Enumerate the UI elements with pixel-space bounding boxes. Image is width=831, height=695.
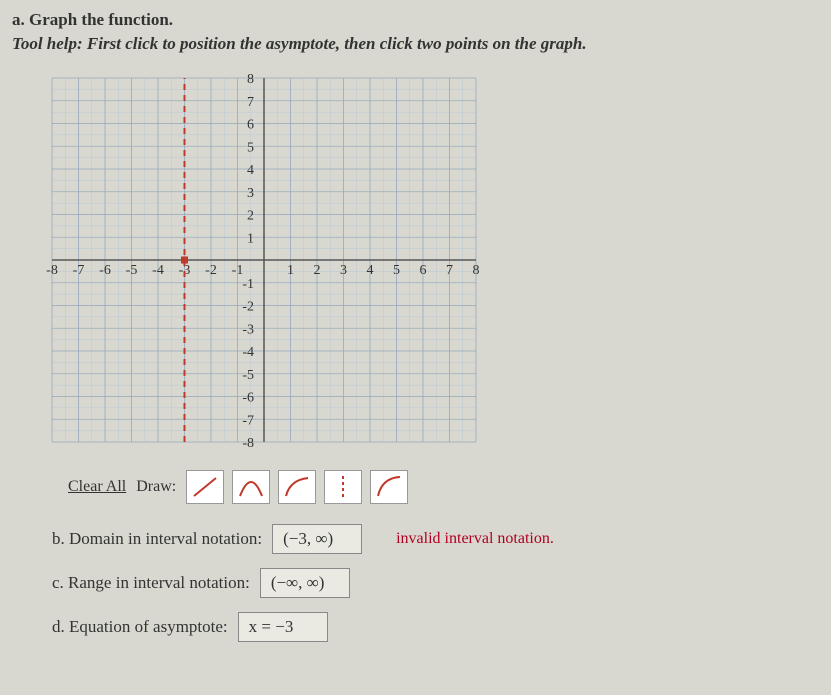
svg-text:-4: -4: [242, 345, 254, 360]
svg-text:-7: -7: [73, 263, 85, 278]
svg-text:-5: -5: [126, 263, 138, 278]
question-c-label: c. Range in interval notation:: [52, 573, 250, 593]
svg-text:6: 6: [420, 263, 427, 278]
question-d-row: d. Equation of asymptote: x = −3: [52, 612, 819, 642]
part-a-heading: a. Graph the function.: [12, 10, 819, 30]
draw-label: Draw:: [136, 478, 176, 496]
svg-text:7: 7: [446, 263, 453, 278]
svg-text:8: 8: [473, 263, 480, 278]
svg-text:-6: -6: [242, 391, 254, 406]
svg-text:-1: -1: [242, 277, 254, 292]
log-tool[interactable]: [278, 470, 316, 504]
svg-text:-7: -7: [242, 413, 254, 428]
svg-text:8: 8: [247, 72, 254, 87]
svg-text:3: 3: [340, 263, 347, 278]
svg-text:-8: -8: [46, 263, 58, 278]
asymptote-input[interactable]: x = −3: [238, 612, 328, 642]
svg-text:7: 7: [247, 95, 254, 110]
question-b-row: b. Domain in interval notation: (−3, ∞) …: [52, 524, 819, 554]
graph-area[interactable]: -8-7-6-5-4-3-2-11234567887654321-1-2-3-4…: [34, 60, 494, 460]
svg-text:4: 4: [367, 263, 374, 278]
tool-help-hint: Tool help: First click to position the a…: [12, 34, 819, 54]
svg-text:3: 3: [247, 186, 254, 201]
svg-text:-2: -2: [242, 300, 254, 315]
svg-text:-5: -5: [242, 368, 254, 383]
svg-text:2: 2: [314, 263, 321, 278]
clear-all-button[interactable]: Clear All: [68, 478, 126, 496]
dashed-asymptote-tool[interactable]: [324, 470, 362, 504]
svg-text:1: 1: [287, 263, 294, 278]
question-c-row: c. Range in interval notation: (−∞, ∞): [52, 568, 819, 598]
draw-tool-palette: [186, 470, 408, 504]
domain-input[interactable]: (−3, ∞): [272, 524, 362, 554]
parabola-tool[interactable]: [232, 470, 270, 504]
svg-text:5: 5: [393, 263, 400, 278]
svg-text:-8: -8: [242, 436, 254, 451]
question-b-label: b. Domain in interval notation:: [52, 529, 262, 549]
svg-text:-1: -1: [232, 263, 244, 278]
question-d-label: d. Equation of asymptote:: [52, 617, 228, 637]
sqrt-tool[interactable]: [370, 470, 408, 504]
svg-text:6: 6: [247, 118, 254, 133]
line-tool[interactable]: [186, 470, 224, 504]
svg-text:-4: -4: [152, 263, 164, 278]
svg-text:2: 2: [247, 209, 254, 224]
svg-text:-3: -3: [242, 322, 254, 337]
svg-text:-2: -2: [205, 263, 217, 278]
svg-text:-6: -6: [99, 263, 111, 278]
svg-text:5: 5: [247, 140, 254, 155]
svg-text:1: 1: [247, 231, 254, 246]
graph-controls: Clear All Draw:: [68, 470, 819, 504]
coordinate-grid[interactable]: -8-7-6-5-4-3-2-11234567887654321-1-2-3-4…: [34, 60, 494, 460]
invalid-notation-message: invalid interval notation.: [396, 530, 554, 548]
svg-text:4: 4: [247, 163, 254, 178]
range-input[interactable]: (−∞, ∞): [260, 568, 350, 598]
